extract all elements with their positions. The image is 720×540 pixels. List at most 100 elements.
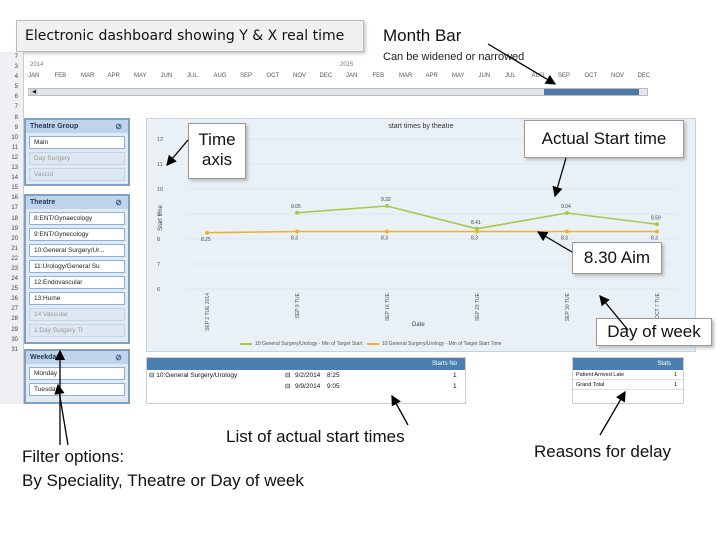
expand-icon[interactable]: ⊟ xyxy=(285,383,291,390)
table-row-date: 9/9/2014 xyxy=(295,383,321,390)
month-bar-arrow xyxy=(487,43,557,85)
clear-filter-icon[interactable]: ⊘ xyxy=(115,353,122,362)
timeline-month[interactable]: JAN xyxy=(346,73,358,79)
table-row-count: 1 xyxy=(453,372,457,379)
month-bar-timeline[interactable] xyxy=(28,88,648,96)
timeline-month[interactable]: MAR xyxy=(81,73,95,79)
data-point xyxy=(295,210,299,215)
timeline-month[interactable]: DEC xyxy=(319,73,333,79)
row-number: 6 xyxy=(14,94,18,101)
slicer-item[interactable]: 8:ENT/Gynaecology xyxy=(29,212,125,225)
timeline-month[interactable]: MAY xyxy=(452,73,465,79)
slicer-theatre-group: Theatre Group ⊘ Main Day Surgery Vascul xyxy=(24,118,130,186)
row-number: 28 xyxy=(11,316,18,323)
timeline-month[interactable]: JAN xyxy=(28,73,40,79)
stats-label: Grand Total xyxy=(576,382,605,388)
legend-swatch-green xyxy=(240,342,252,345)
clear-filter-icon[interactable]: ⊘ xyxy=(115,198,122,207)
stats-value: 1 xyxy=(673,372,677,378)
expand-icon[interactable]: ⊟ xyxy=(285,372,291,379)
chart-legend: 10:General Surgery/Urology - Min of Targ… xyxy=(237,341,502,347)
row-number: 8 xyxy=(14,114,18,121)
start-times-table: Starts No ⊟ 10:General Surgery/Urology ⊟… xyxy=(146,357,466,404)
timeline-month[interactable]: FEB xyxy=(372,73,385,79)
timeline-month[interactable]: FEB xyxy=(54,73,67,79)
slicer-weekday: Weekday ⊘ Monday Tuesday xyxy=(24,349,130,404)
filter-callout-line1: Filter options: xyxy=(22,447,125,466)
table-row-time: 9:05 xyxy=(327,383,340,390)
slicer-item[interactable]: 12:Endovascular xyxy=(29,276,125,289)
data-point xyxy=(385,204,389,208)
month-bar-callout: Month Bar xyxy=(383,26,462,45)
timeline-month[interactable]: MAY xyxy=(134,73,147,79)
legend-item-green: 10:General Surgery/Urology - Min of Targ… xyxy=(255,341,363,347)
x-tick-label: SEP 23 TUE xyxy=(475,292,481,321)
time-axis-arrow xyxy=(166,139,189,166)
stats-row[interactable]: Patient Arrived Late 1 xyxy=(573,370,683,380)
data-label: 9.05 xyxy=(291,204,301,210)
slicer-item[interactable]: 11:Urology/General Su xyxy=(29,260,125,273)
timeline-months: JAN FEB MAR APR MAY JUN JUL AUG SEP OCT NOV DEC JAN F… xyxy=(28,73,668,83)
row-number: 17 xyxy=(11,205,18,212)
clear-filter-icon[interactable]: ⊘ xyxy=(115,122,122,131)
table-row-count: 1 xyxy=(453,383,457,390)
stats-row[interactable]: Grand Total 1 xyxy=(573,380,683,390)
data-point xyxy=(385,229,389,234)
timeline-month[interactable]: AUG xyxy=(213,73,227,79)
timeline-month[interactable]: SEP xyxy=(240,73,253,79)
timeline-month[interactable]: OCT xyxy=(584,73,598,79)
row-number: 24 xyxy=(11,276,18,283)
timeline-month[interactable]: JUN xyxy=(160,73,173,79)
row-number: 19 xyxy=(11,225,18,232)
slicer-item[interactable]: Vascul xyxy=(29,168,125,181)
slicer-item[interactable]: 9:ENT/Gynecology xyxy=(29,228,125,241)
row-number: 14 xyxy=(11,175,18,182)
slicer-item[interactable]: 14:Vascular xyxy=(29,308,125,321)
start-times-table-header: Starts No xyxy=(147,358,465,370)
stats-label: Patient Arrived Late xyxy=(576,372,625,378)
timeline-month[interactable]: APR xyxy=(107,73,120,79)
slicer-item[interactable]: 13:Hume xyxy=(29,292,125,305)
row-number: 9 xyxy=(14,124,18,131)
year-label-1: 2014 xyxy=(30,62,44,68)
timeline-month[interactable]: APR xyxy=(425,73,438,79)
scroll-left-icon[interactable]: ◀ xyxy=(30,89,38,95)
timeline-month[interactable]: JUL xyxy=(505,73,516,79)
row-number: 20 xyxy=(11,235,18,242)
y-tick-label: 12 xyxy=(157,137,163,143)
row-number: 26 xyxy=(11,296,18,303)
slicer-item[interactable]: Monday xyxy=(29,367,125,380)
row-number: 27 xyxy=(11,306,18,313)
aim-callout: 8.30 Aim xyxy=(572,242,662,274)
slicer-item[interactable]: Day Surgery xyxy=(29,152,125,165)
row-number: 16 xyxy=(11,195,18,202)
timeline-month[interactable]: AUG xyxy=(531,73,545,79)
timeline-month[interactable]: MAR xyxy=(399,73,413,79)
slicer-theatre: Theatre ⊘ 8:ENT/Gynaecology 9:ENT/Gynecolog… xyxy=(24,194,130,344)
table-row[interactable]: ⊟ 9/9/2014 9:05 1 xyxy=(147,381,465,392)
timeline-month[interactable]: JUN xyxy=(478,73,491,79)
slicer-item[interactable]: Tuesday xyxy=(29,383,125,396)
timeline-month[interactable]: OCT xyxy=(266,73,280,79)
table-group-row[interactable]: ⊟ 10:General Surgery/Urology ⊟ 9/2/2014 … xyxy=(147,370,465,381)
row-number: 10 xyxy=(11,134,18,141)
timeline-month[interactable]: NOV xyxy=(611,73,625,79)
slicer-item[interactable]: Main xyxy=(29,136,125,149)
timeline-month[interactable]: JUL xyxy=(187,73,198,79)
timeline-month[interactable]: SEP xyxy=(558,73,571,79)
legend-swatch-orange xyxy=(366,342,379,345)
row-number: 18 xyxy=(11,215,18,222)
slicer-item[interactable]: 1:Day Surgery Tr xyxy=(29,324,125,337)
expand-icon[interactable]: ⊟ xyxy=(149,372,155,379)
row-number: 7 xyxy=(14,104,18,111)
time-axis-callout-line2: axis xyxy=(201,150,233,169)
month-bar-selection[interactable] xyxy=(544,89,639,95)
row-number: 30 xyxy=(11,336,18,343)
row-number: 13 xyxy=(11,165,18,172)
data-point xyxy=(475,226,479,231)
data-point xyxy=(205,230,209,235)
timeline-month[interactable]: DEC xyxy=(637,73,651,79)
timeline-month[interactable]: NOV xyxy=(293,73,307,79)
data-label: 8.25 xyxy=(201,237,211,243)
slicer-item[interactable]: 10:General Surgery/Ur... xyxy=(29,244,125,257)
